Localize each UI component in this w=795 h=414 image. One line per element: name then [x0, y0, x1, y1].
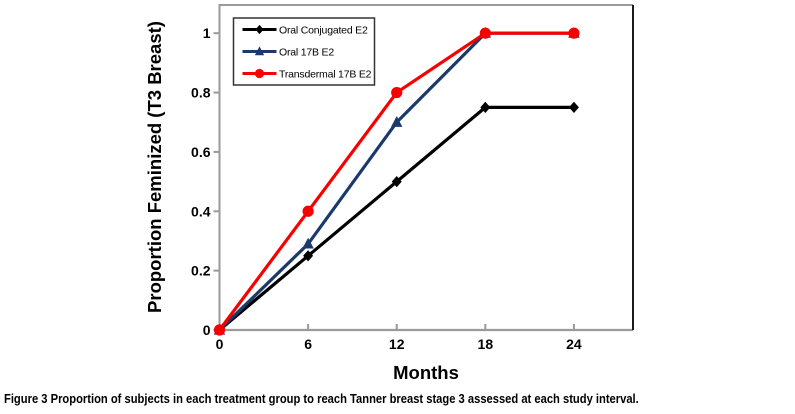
- diamond-icon: [480, 101, 491, 113]
- figure-caption: Figure 3 Proportion of subjects in each …: [4, 391, 639, 406]
- y-tick-label: 1: [203, 25, 211, 41]
- circle-icon: [391, 86, 403, 99]
- chart-svg: 0 0.2 0.4 0.6 0.8 1 0 6 12 18 24 Oral Conjugated E…: [144, 4, 634, 383]
- x-tick-label: 24: [566, 336, 582, 352]
- series-transdermal-17b-e2: [213, 27, 580, 336]
- plot-frame: [218, 4, 634, 332]
- circle-icon: [479, 27, 491, 39]
- legend-item-transdermal-17b-e2: Transdermal 17B E2: [242, 68, 372, 80]
- y-tick-label: 0.6: [191, 144, 211, 160]
- circle-icon: [213, 324, 226, 336]
- figure-caption-label: Figure 3: [4, 391, 48, 406]
- diamond-icon: [255, 24, 264, 35]
- axis-tick-labels: 0 0.2 0.4 0.6 0.8 1 0 6 12 18 24: [191, 25, 582, 352]
- diamond-icon: [303, 250, 314, 262]
- data-series: [213, 26, 580, 336]
- circle-icon: [302, 205, 314, 217]
- x-tick-label: 18: [478, 336, 494, 352]
- y-axis-title: Proportion Feminized (T3 Breast): [144, 21, 165, 313]
- diamond-icon: [391, 175, 402, 188]
- circle-icon: [568, 27, 580, 39]
- legend-label: Oral Conjugated E2: [279, 24, 368, 36]
- circle-icon: [254, 68, 265, 79]
- legend-label: Transdermal 17B E2: [279, 68, 372, 80]
- axis-ticks: [213, 32, 575, 331]
- triangle-icon: [391, 116, 403, 127]
- figure-caption-text: Proportion of subjects in each treatment…: [50, 391, 639, 406]
- y-tick-label: 0: [203, 322, 211, 338]
- legend-item-oral-17b-e2: Oral 17B E2: [242, 46, 335, 58]
- legend: Oral Conjugated E2 Oral 17B E2 Transdermal…: [232, 17, 376, 86]
- diamond-icon: [568, 101, 579, 113]
- x-tick-label: 6: [304, 336, 312, 352]
- y-tick-label: 0.8: [191, 85, 211, 101]
- x-tick-label: 12: [389, 336, 405, 352]
- triangle-icon: [254, 46, 265, 56]
- x-tick-label: 0: [216, 336, 224, 352]
- x-axis-title: Months: [393, 362, 459, 383]
- legend-label: Oral 17B E2: [279, 46, 334, 58]
- plot-frame-topleft: [218, 4, 633, 330]
- triangle-icon: [302, 237, 314, 249]
- y-tick-label: 0.2: [191, 263, 211, 279]
- series-oral-conjugated-e2: [214, 101, 579, 336]
- legend-item-oral-conjugated-e2: Oral Conjugated E2: [242, 24, 368, 36]
- y-tick-label: 0.4: [191, 203, 211, 219]
- series-line: [218, 105, 574, 332]
